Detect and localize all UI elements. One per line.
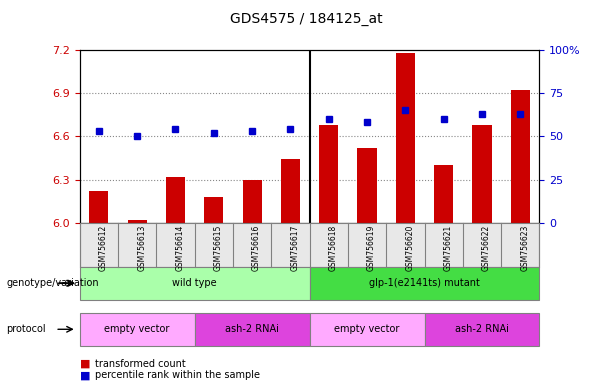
Text: GSM756621: GSM756621 [444, 225, 452, 271]
Text: GDS4575 / 184125_at: GDS4575 / 184125_at [230, 12, 383, 25]
Bar [473, 125, 492, 223]
Text: GSM756619: GSM756619 [367, 225, 376, 271]
Bar [319, 125, 338, 223]
Text: GSM756620: GSM756620 [405, 225, 414, 271]
Bar [204, 197, 223, 223]
Text: GSM756617: GSM756617 [291, 225, 299, 271]
Text: GSM756614: GSM756614 [175, 225, 185, 271]
Text: glp-1(e2141ts) mutant: glp-1(e2141ts) mutant [369, 278, 480, 288]
Text: ash-2 RNAi: ash-2 RNAi [455, 324, 509, 334]
Text: GSM756616: GSM756616 [252, 225, 261, 271]
Text: GSM756618: GSM756618 [329, 225, 338, 271]
Text: wild type: wild type [172, 278, 217, 288]
Text: GSM756612: GSM756612 [99, 225, 108, 271]
Bar [396, 53, 415, 223]
Text: protocol: protocol [6, 324, 46, 334]
Text: percentile rank within the sample: percentile rank within the sample [95, 370, 260, 380]
Text: transformed count: transformed count [95, 359, 186, 369]
Bar [357, 148, 376, 223]
Bar [511, 90, 530, 223]
Text: ash-2 RNAi: ash-2 RNAi [225, 324, 279, 334]
Bar [243, 180, 262, 223]
Text: empty vector: empty vector [104, 324, 170, 334]
Text: GSM756623: GSM756623 [520, 225, 529, 271]
Text: GSM756622: GSM756622 [482, 225, 491, 271]
Bar [128, 220, 147, 223]
Text: genotype/variation: genotype/variation [6, 278, 99, 288]
Text: ■: ■ [80, 359, 90, 369]
Bar [434, 165, 453, 223]
Bar [281, 159, 300, 223]
Bar [166, 177, 185, 223]
Text: GSM756613: GSM756613 [137, 225, 146, 271]
Text: GSM756615: GSM756615 [214, 225, 223, 271]
Bar [89, 191, 109, 223]
Text: ■: ■ [80, 370, 90, 380]
Text: empty vector: empty vector [334, 324, 400, 334]
